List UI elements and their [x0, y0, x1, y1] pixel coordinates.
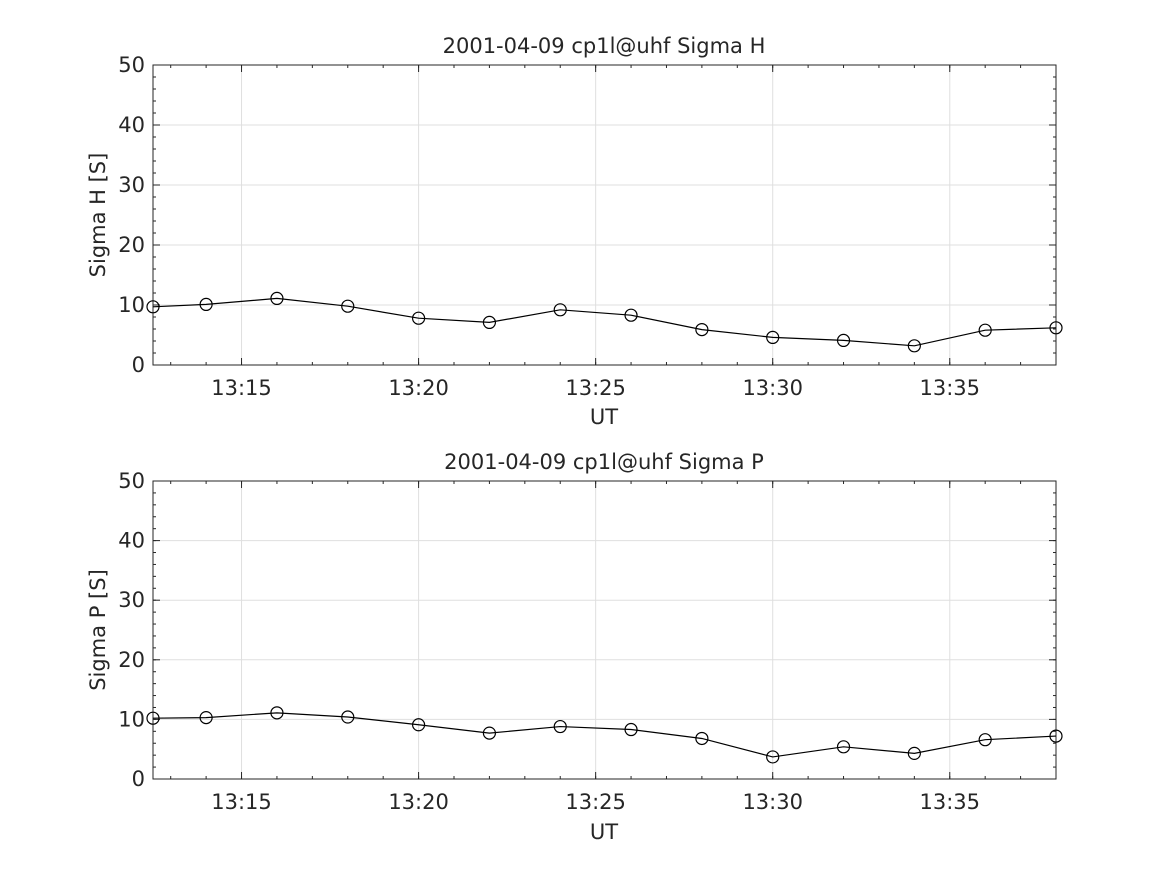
x-tick-label: 13:20 — [388, 376, 449, 400]
data-point-marker — [146, 300, 160, 314]
y-tick-label: 0 — [132, 767, 145, 791]
y-tick-label: 0 — [132, 353, 145, 377]
y-tick-label: 30 — [118, 588, 145, 612]
y-tick-label: 10 — [118, 293, 145, 317]
x-tick-label: 13:25 — [565, 790, 626, 814]
x-tick-label: 13:25 — [565, 376, 626, 400]
data-point-marker — [907, 339, 921, 353]
data-point-marker — [766, 330, 780, 344]
series-line — [152, 297, 1057, 347]
y-tick-label: 50 — [118, 469, 145, 493]
data-point-marker — [624, 308, 638, 322]
data-point-marker — [199, 297, 213, 311]
data-point-marker — [482, 315, 497, 329]
data-point-marker — [836, 740, 851, 754]
data-point-marker — [199, 711, 213, 725]
x-axis-label: UT — [590, 405, 618, 429]
y-tick-label: 50 — [118, 53, 145, 77]
data-point-marker — [1049, 321, 1063, 335]
y-axis-label: Sigma P [S] — [86, 569, 110, 691]
data-point-marker — [482, 726, 497, 740]
data-point-marker — [1049, 729, 1063, 743]
data-point-marker — [695, 731, 709, 746]
data-point-marker — [766, 750, 780, 764]
sigma-p-panel: 2001-04-09 cp1l@uhf Sigma P UT Sigma P [… — [86, 450, 1063, 844]
x-tick-label: 13:30 — [742, 790, 803, 814]
data-point-marker — [624, 722, 638, 737]
x-tick-label: 13:15 — [211, 790, 272, 814]
y-tick-label: 30 — [118, 173, 145, 197]
data-point-marker — [836, 333, 851, 347]
chart-title: 2001-04-09 cp1l@uhf Sigma P — [444, 450, 764, 474]
data-point-marker — [553, 303, 567, 317]
plot-area-frame — [152, 64, 1057, 366]
data-point-marker — [553, 719, 567, 734]
data-point-marker — [978, 733, 992, 747]
data-point-marker — [978, 323, 992, 337]
y-tick-label: 40 — [118, 113, 145, 137]
x-tick-label: 13:30 — [742, 376, 803, 400]
y-tick-label: 10 — [118, 707, 145, 731]
y-tick-label: 40 — [118, 529, 145, 553]
plot-area-frame — [152, 480, 1057, 780]
data-point-marker — [411, 311, 426, 325]
x-tick-label: 13:15 — [211, 376, 272, 400]
chart-title: 2001-04-09 cp1l@uhf Sigma H — [443, 34, 766, 58]
data-point-marker — [695, 323, 709, 337]
series-line — [152, 712, 1057, 758]
x-tick-label: 13:35 — [919, 790, 980, 814]
y-tick-label: 20 — [118, 233, 145, 257]
data-point-marker — [270, 291, 284, 305]
data-point-marker — [341, 710, 355, 724]
data-point-marker — [146, 711, 160, 725]
x-axis-label: UT — [590, 820, 618, 844]
sigma-h-panel: 2001-04-09 cp1l@uhf Sigma H UT Sigma H [… — [86, 34, 1063, 429]
data-point-marker — [270, 706, 284, 720]
x-tick-label: 13:35 — [919, 376, 980, 400]
data-point-marker — [907, 746, 921, 760]
y-axis-label: Sigma H [S] — [86, 153, 110, 278]
data-point-marker — [341, 299, 355, 313]
y-tick-label: 20 — [118, 648, 145, 672]
x-tick-label: 13:20 — [388, 790, 449, 814]
data-point-marker — [411, 718, 426, 732]
